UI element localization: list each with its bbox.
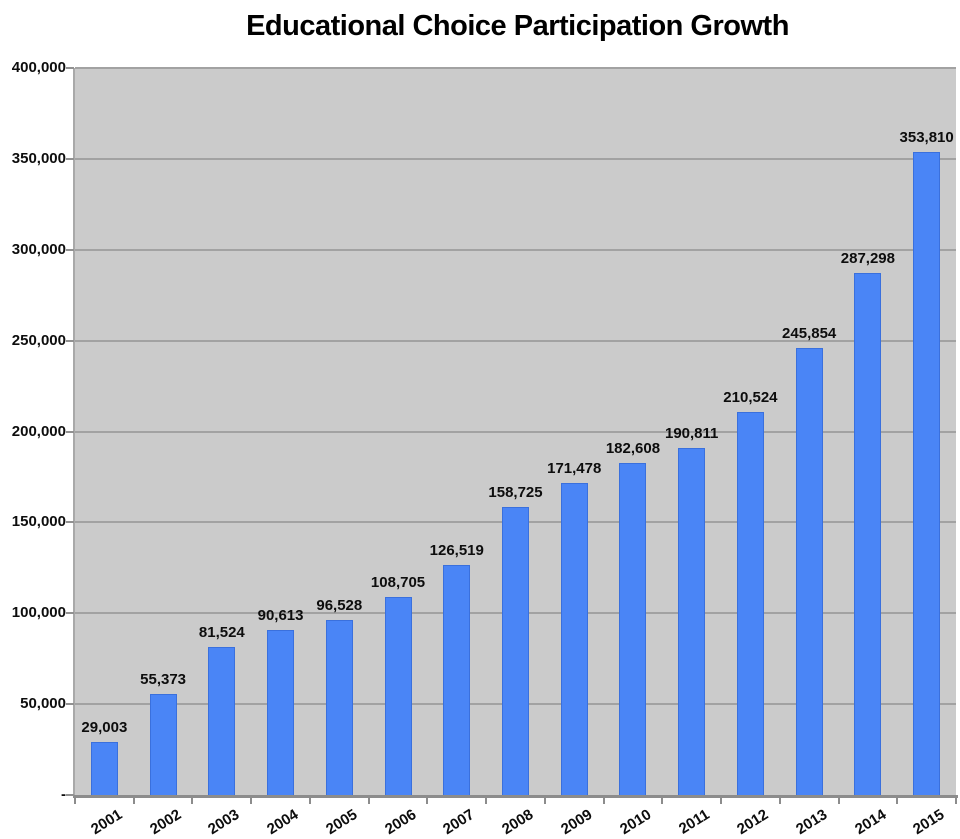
x-axis-label: 2004 <box>264 806 302 839</box>
bar-value-label: 126,519 <box>429 542 484 560</box>
plot-area <box>75 67 956 795</box>
y-axis-label: 50,000 <box>20 695 66 713</box>
gridline <box>75 430 956 433</box>
x-axis-label: 2011 <box>676 806 713 838</box>
bar-value-label: 210,524 <box>723 389 778 407</box>
y-axis-label: 350,000 <box>11 149 66 167</box>
x-axis-tick <box>308 798 311 804</box>
gridline <box>75 248 956 251</box>
x-axis-label: 2010 <box>616 806 654 839</box>
bar <box>208 646 236 795</box>
y-axis-tick <box>66 521 74 524</box>
bar-value-label: 190,811 <box>664 425 719 443</box>
y-axis-tick <box>66 794 74 796</box>
y-axis-label: 300,000 <box>11 240 66 258</box>
bar <box>619 463 647 795</box>
bar-value-label: 353,810 <box>899 128 954 146</box>
gridline <box>75 67 956 69</box>
bar <box>443 565 471 795</box>
y-axis-tick <box>66 157 74 160</box>
x-axis-label: 2005 <box>323 806 361 839</box>
bar <box>325 619 353 795</box>
bar <box>384 597 412 795</box>
y-axis-tick <box>66 248 74 251</box>
bar-value-label: 182,608 <box>605 440 661 458</box>
x-axis-tick <box>191 798 194 804</box>
x-axis-label: 2001 <box>88 806 126 839</box>
bar-value-label: 108,705 <box>370 574 426 592</box>
bar <box>149 694 177 795</box>
x-axis-tick <box>426 798 429 804</box>
x-axis-tick <box>543 798 546 804</box>
y-axis-tick <box>66 612 74 615</box>
y-axis-tick <box>66 703 74 706</box>
bar <box>502 506 529 795</box>
y-axis-label: 400,000 <box>11 59 66 76</box>
x-axis-tick <box>896 798 899 804</box>
x-axis-label: 2006 <box>381 806 420 839</box>
bar <box>854 272 882 795</box>
bar <box>560 483 588 795</box>
x-axis-label: 2014 <box>851 806 889 839</box>
y-axis-tick <box>66 430 74 433</box>
x-axis-label: 2012 <box>734 806 772 839</box>
y-axis-tick <box>66 339 74 342</box>
bar-value-label: 245,854 <box>782 325 837 343</box>
chart-title: Educational Choice Participation Growth <box>246 10 789 42</box>
x-axis-label: 2009 <box>557 806 596 839</box>
bar <box>678 448 706 795</box>
y-axis-tick <box>66 67 74 69</box>
x-axis-label: 2013 <box>792 806 831 839</box>
x-axis-tick <box>955 798 957 804</box>
bar-value-label: 55,373 <box>140 671 187 689</box>
x-axis-tick <box>132 798 135 804</box>
bar <box>267 630 295 795</box>
y-axis-label: 100,000 <box>11 604 66 622</box>
x-axis-tick <box>602 798 605 804</box>
x-axis-label: 2008 <box>499 806 537 839</box>
x-axis-tick <box>367 798 370 804</box>
y-axis-label: - <box>61 786 66 803</box>
bar-value-label: 81,524 <box>198 623 245 641</box>
bar-value-label: 96,528 <box>316 596 363 614</box>
x-axis-tick <box>778 798 781 804</box>
bar-value-label: 158,725 <box>488 483 543 501</box>
bar <box>795 348 823 795</box>
bar-value-label: 287,298 <box>840 249 896 267</box>
x-axis-tick <box>74 798 76 804</box>
gridline <box>75 157 956 160</box>
x-axis-tick <box>837 798 840 804</box>
x-axis-tick <box>720 798 723 804</box>
x-axis-label: 2002 <box>146 806 185 839</box>
x-axis-label: 2015 <box>910 806 948 839</box>
x-axis-tick <box>485 798 488 804</box>
y-axis-label: 150,000 <box>11 513 66 531</box>
y-axis-line <box>73 68 75 795</box>
bar <box>913 151 941 795</box>
x-axis-label: 2007 <box>440 806 478 839</box>
y-axis-label: 200,000 <box>11 422 66 440</box>
y-axis-label: 250,000 <box>11 331 66 349</box>
x-axis-line <box>73 795 958 798</box>
x-axis-label: 2003 <box>205 806 243 839</box>
bar-value-label: 171,478 <box>547 460 602 478</box>
gridline <box>75 339 956 342</box>
bar <box>736 412 764 795</box>
x-axis-tick <box>661 798 664 804</box>
bar-value-label: 29,003 <box>81 719 128 737</box>
bar <box>90 742 118 795</box>
x-axis-tick <box>250 798 253 804</box>
bar-value-label: 90,613 <box>257 607 304 625</box>
